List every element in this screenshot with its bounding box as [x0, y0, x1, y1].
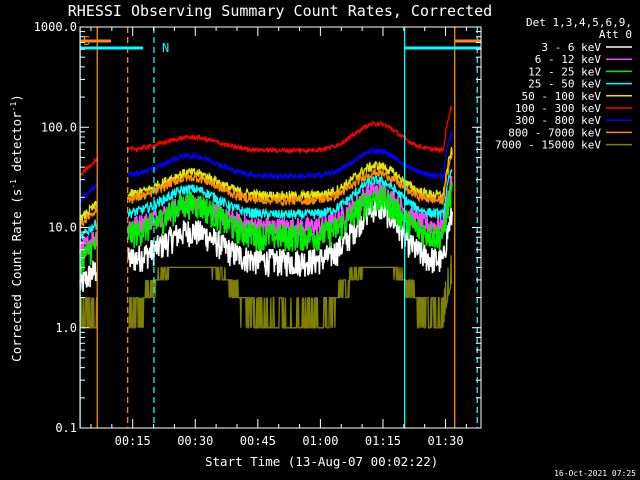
x-tick-label: 00:30: [177, 434, 213, 448]
y-axis: 0.1 1.0 10.0 100.0 1000.0: [34, 20, 481, 435]
y-tick-label: 100.0: [41, 120, 77, 134]
legend-entry-label: 800 - 7000 keV: [508, 126, 601, 139]
series-layer: [79, 105, 453, 329]
x-tick-label: 01:00: [302, 434, 338, 448]
legend-entry-label: 50 - 100 keV: [522, 90, 602, 103]
series-line: [79, 168, 453, 245]
y-tick-label: 1000.0: [34, 20, 77, 34]
y-tick-label: 10.0: [48, 221, 77, 235]
legend-entry-label: 25 - 50 keV: [528, 78, 601, 91]
footer-date: 16-Oct-2021 07:25: [554, 469, 636, 478]
legend-header-line-1: Det 1,3,4,5,6,9,: [526, 16, 632, 29]
x-axis-label: Start Time (13-Aug-07 00:02:22): [205, 454, 438, 469]
x-tick-label: 00:45: [240, 434, 276, 448]
series-line: [79, 182, 453, 275]
x-axis: 00:15 00:30 00:45 01:00 01:15 01:30: [90, 27, 467, 448]
legend-entry-label: 300 - 800 keV: [515, 114, 601, 127]
flag-label: N: [162, 41, 169, 55]
chart-title: RHESSI Observing Summary Count Rates, Co…: [68, 2, 492, 20]
flag-label: S: [83, 34, 90, 48]
y-tick-label: 0.1: [55, 421, 77, 435]
x-tick-label: 01:15: [365, 434, 401, 448]
series-line: [79, 147, 453, 226]
legend-header-line-2: Att 0: [599, 28, 632, 41]
x-tick-label: 01:30: [427, 434, 463, 448]
legend-entry-label: 100 - 300 keV: [515, 102, 601, 115]
y-axis-label: Corrected Count Rate (s-1 detector-1): [9, 94, 24, 362]
series-line: [79, 105, 453, 177]
series-line: [79, 154, 453, 229]
legend-entry-label: 12 - 25 keV: [528, 65, 601, 78]
legend-entry-label: 6 - 12 keV: [535, 53, 602, 66]
legend-entry-label: 3 - 6 keV: [541, 41, 601, 54]
legend-entry-label: 7000 - 15000 keV: [495, 139, 601, 152]
x-tick-label: 00:15: [115, 434, 151, 448]
y-tick-label: 1.0: [55, 321, 77, 335]
